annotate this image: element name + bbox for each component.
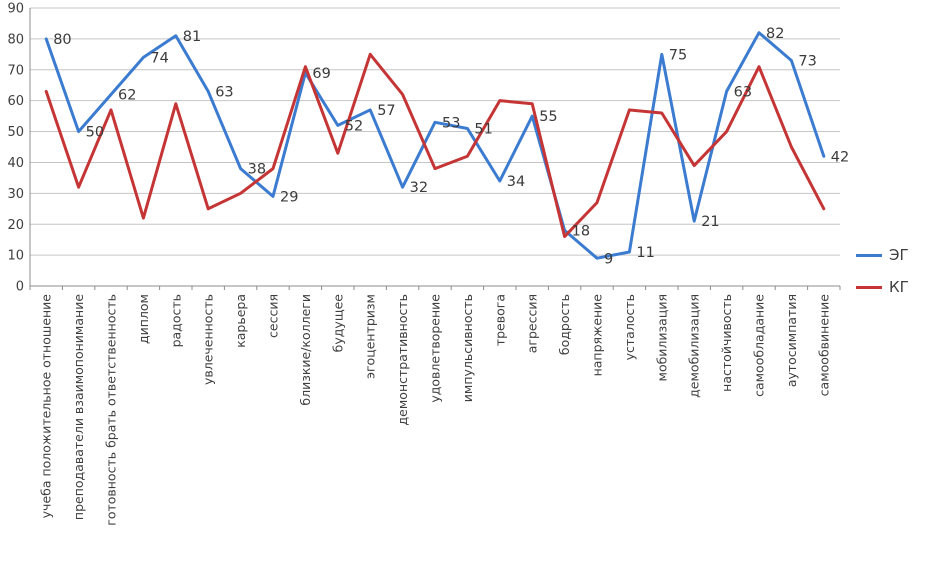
svg-text:мобилизация: мобилизация [654,294,669,381]
svg-text:будущее: будущее [330,294,345,353]
legend-line-kg-icon [856,285,882,289]
legend-line-eg-icon [856,253,882,257]
legend-item-eg[interactable]: ЭГ [856,246,909,264]
svg-text:53: 53 [442,115,460,131]
chart-plot-area: 0 10 20 30 40 50 60 70 80 90 учеба положительное о… [7,2,849,526]
svg-text:57: 57 [377,103,395,119]
svg-text:55: 55 [539,109,557,125]
svg-text:42: 42 [831,149,849,165]
svg-text:29: 29 [280,189,298,205]
svg-text:карьера: карьера [233,294,248,348]
svg-text:10: 10 [7,249,24,264]
svg-text:69: 69 [312,66,330,82]
svg-text:52: 52 [345,118,363,134]
svg-text:80: 80 [53,32,71,48]
svg-text:агрессия: агрессия [525,294,540,353]
svg-text:усталость: усталость [622,294,637,360]
svg-text:демонстративность: демонстративность [395,294,410,425]
svg-text:близкие/коллеги: близкие/коллеги [298,294,313,406]
svg-text:готовность брать ответственнос: готовность брать ответственность [104,294,119,526]
svg-text:32: 32 [410,180,428,196]
svg-text:радость: радость [168,294,183,347]
svg-text:34: 34 [507,174,525,190]
svg-text:преподаватели взаимопонимание: преподаватели взаимопонимание [71,294,86,520]
svg-text:настойчивость: настойчивость [719,294,734,392]
legend-label-eg: ЭГ [889,246,909,264]
svg-text:75: 75 [669,47,687,63]
svg-text:80: 80 [7,32,24,47]
svg-text:73: 73 [798,54,816,70]
svg-text:эгоцентризм: эгоцентризм [363,294,378,379]
svg-text:50: 50 [86,125,104,141]
svg-text:30: 30 [7,187,24,202]
svg-text:удовлетворение: удовлетворение [428,294,443,403]
svg-text:60: 60 [7,94,24,109]
svg-text:70: 70 [7,63,24,78]
svg-text:диплом: диплом [136,294,151,344]
svg-text:самообвинение: самообвинение [816,294,831,397]
chart-legend: ЭГ КГ [856,246,909,296]
svg-text:20: 20 [7,218,24,233]
svg-text:9: 9 [604,251,613,267]
svg-text:18: 18 [572,223,590,239]
svg-text:11: 11 [636,245,654,261]
svg-text:импульсивность: импульсивность [460,294,475,402]
svg-text:63: 63 [734,84,752,100]
svg-text:63: 63 [215,84,233,100]
svg-text:51: 51 [474,122,492,138]
legend-item-kg[interactable]: КГ [856,278,909,296]
svg-text:50: 50 [7,125,24,140]
svg-text:аутосимпатия: аутосимпатия [784,294,799,387]
svg-text:0: 0 [16,280,24,295]
svg-text:демобилизация: демобилизация [687,294,702,398]
svg-text:38: 38 [248,162,266,178]
svg-text:увлеченность: увлеченность [201,294,216,385]
svg-text:81: 81 [183,29,201,45]
svg-text:82: 82 [766,26,784,42]
svg-text:бодрость: бодрость [557,294,572,355]
legend-label-kg: КГ [889,278,909,296]
svg-text:самообладание: самообладание [752,294,767,397]
svg-text:тревога: тревога [492,294,507,346]
svg-text:учеба положительное отношение: учеба положительное отношение [39,294,54,519]
svg-text:сессия: сессия [266,294,281,338]
svg-text:74: 74 [150,50,168,66]
svg-text:90: 90 [7,2,24,17]
svg-text:40: 40 [7,156,24,171]
svg-text:62: 62 [118,88,136,104]
svg-text:21: 21 [701,214,719,230]
svg-text:напряжение: напряжение [590,294,605,377]
